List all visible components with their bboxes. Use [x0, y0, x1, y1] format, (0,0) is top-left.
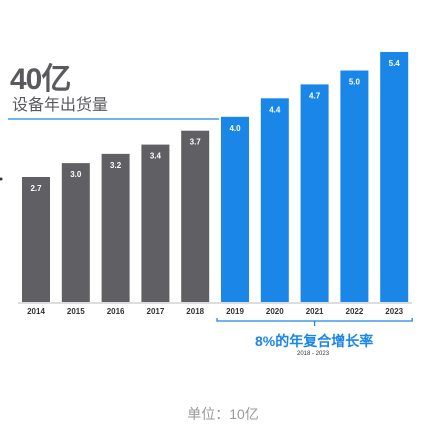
cagr-range: 2018 - 2023 — [297, 351, 330, 357]
x-tick-group: 2014 2015 2016 2017 2018 2019 2020 2021 2022 2023 — [27, 307, 404, 316]
data-label-2019: 4.0 — [229, 124, 241, 133]
x-tick-2014: 2014 — [27, 307, 45, 316]
chart-headline: 40亿 — [10, 63, 71, 96]
x-tick-2020: 2020 — [266, 307, 284, 316]
x-tick-2018: 2018 — [186, 307, 204, 316]
x-tick-2021: 2021 — [306, 307, 324, 316]
bar-2020 — [260, 98, 289, 302]
data-label-2016: 3.2 — [110, 161, 122, 170]
chart-subtitle: 设备年出货量 — [12, 97, 109, 114]
cagr-bracket — [216, 318, 413, 322]
x-tick-2016: 2016 — [107, 307, 125, 316]
x-tick-2019: 2019 — [226, 307, 244, 316]
edge-marker — [0, 177, 3, 181]
data-label-group: 2.7 3.0 3.2 3.4 3.7 4.0 4.4 4.7 5.0 5.4 — [30, 59, 400, 193]
data-label-2022: 5.0 — [349, 78, 361, 87]
bar-2023 — [380, 52, 409, 302]
bar-2021 — [300, 84, 329, 302]
x-tick-2017: 2017 — [147, 307, 165, 316]
data-label-2015: 3.0 — [70, 170, 82, 179]
bar-2017 — [141, 144, 170, 302]
bar-2022 — [340, 70, 369, 302]
x-tick-2023: 2023 — [385, 307, 403, 316]
bar-2018 — [181, 130, 210, 302]
x-tick-2015: 2015 — [67, 307, 85, 316]
data-label-2020: 4.4 — [269, 105, 281, 114]
bar-2014 — [22, 177, 50, 302]
data-label-2017: 3.4 — [150, 152, 162, 161]
data-label-2018: 3.7 — [190, 138, 202, 147]
bar-group — [22, 52, 409, 302]
data-label-2021: 4.7 — [309, 91, 321, 100]
cagr-label: 8%的年复合增长率 — [255, 333, 374, 349]
x-tick-2022: 2022 — [346, 307, 364, 316]
bar-2015 — [61, 163, 90, 302]
unit-label: 单位：10亿 — [187, 406, 259, 422]
bar-2016 — [101, 153, 130, 302]
bar-2019 — [221, 116, 249, 302]
data-label-2014: 2.7 — [30, 184, 42, 193]
data-label-2023: 5.4 — [389, 59, 401, 68]
